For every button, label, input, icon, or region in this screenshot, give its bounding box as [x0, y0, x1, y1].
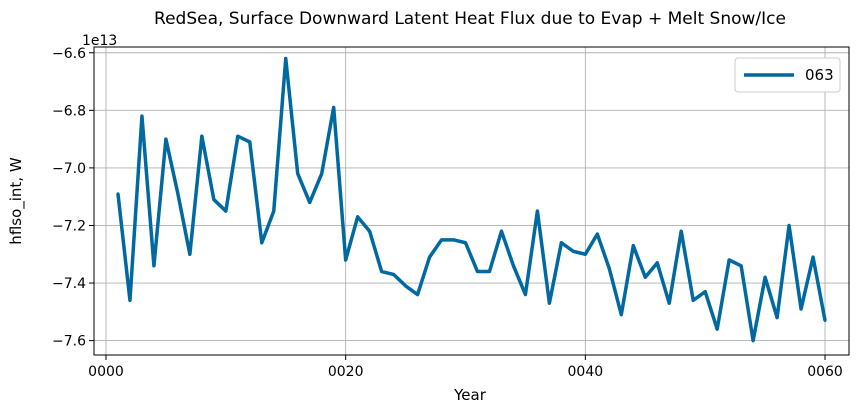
data-point: [236, 134, 240, 138]
data-point: [631, 244, 635, 248]
data-point: [416, 293, 420, 297]
data-point: [200, 134, 204, 138]
legend-label-063: 063: [805, 66, 834, 84]
data-point: [727, 258, 731, 262]
data-point: [691, 298, 695, 302]
data-point: [487, 270, 491, 274]
x-tick-label: 0020: [328, 364, 364, 380]
data-point: [260, 241, 264, 245]
data-point: [643, 275, 647, 279]
data-point: [452, 238, 456, 242]
data-point: [308, 200, 312, 204]
plot-frame: [93, 46, 850, 356]
data-point: [464, 241, 468, 245]
data-point: [499, 229, 503, 233]
data-point: [739, 264, 743, 268]
data-point: [356, 215, 360, 219]
x-tick-label: 0040: [568, 364, 604, 380]
data-point: [404, 284, 408, 288]
data-point: [511, 264, 515, 268]
data-point: [212, 198, 216, 202]
y-tick-label: −7.0: [52, 161, 86, 177]
data-point: [176, 192, 180, 196]
x-axis-ticks: 0000 0020 0040 0060: [88, 355, 843, 380]
data-point: [392, 272, 396, 276]
data-point: [368, 229, 372, 233]
y-tick-label: −7.4: [52, 276, 86, 292]
data-point: [559, 241, 563, 245]
data-point: [248, 140, 252, 144]
y-axis-label: hflso_int, W: [7, 157, 26, 245]
data-point: [583, 252, 587, 256]
y-tick-label: −6.8: [52, 103, 86, 119]
data-point: [523, 293, 527, 297]
y-tick-label: −7.6: [52, 334, 86, 350]
data-point: [535, 209, 539, 213]
data-point: [332, 105, 336, 109]
data-point: [272, 209, 276, 213]
x-axis-label: Year: [453, 386, 487, 404]
data-point: [164, 137, 168, 141]
x-tick-label: 0060: [807, 364, 843, 380]
y-offset-text: 1e13: [82, 33, 117, 49]
data-point: [655, 261, 659, 265]
data-point: [823, 318, 827, 322]
data-point: [296, 172, 300, 176]
data-point: [799, 307, 803, 311]
y-tick-label: −7.2: [52, 218, 86, 234]
data-point: [140, 114, 144, 118]
data-point: [116, 192, 120, 196]
x-tick-label: 0000: [88, 364, 124, 380]
data-point: [224, 209, 228, 213]
data-point: [475, 270, 479, 274]
data-point: [715, 327, 719, 331]
y-tick-label: −6.6: [52, 46, 86, 62]
data-point: [607, 267, 611, 271]
data-point: [787, 223, 791, 227]
data-point: [595, 232, 599, 236]
data-point: [703, 290, 707, 294]
data-point: [440, 238, 444, 242]
data-point: [547, 301, 551, 305]
data-point: [751, 339, 755, 343]
data-point: [188, 252, 192, 256]
data-point: [284, 57, 288, 61]
data-point: [380, 270, 384, 274]
data-point: [428, 255, 432, 259]
data-point: [679, 229, 683, 233]
data-point: [571, 249, 575, 253]
series-layer: [116, 56, 827, 343]
data-point: [763, 275, 767, 279]
data-point: [667, 301, 671, 305]
legend: 063: [734, 57, 841, 93]
data-point: [320, 172, 324, 176]
data-point: [128, 298, 132, 302]
grid: [94, 47, 849, 355]
data-point: [619, 313, 623, 317]
data-point: [811, 255, 815, 259]
data-point: [775, 316, 779, 320]
y-axis-ticks: −7.6 −7.4 −7.2 −7.0 −6.8 −6.6: [52, 46, 94, 350]
data-point: [152, 264, 156, 268]
data-point: [344, 258, 348, 262]
chart-title: RedSea, Surface Downward Latent Heat Flu…: [154, 9, 786, 29]
series-line-063: [116, 56, 827, 343]
